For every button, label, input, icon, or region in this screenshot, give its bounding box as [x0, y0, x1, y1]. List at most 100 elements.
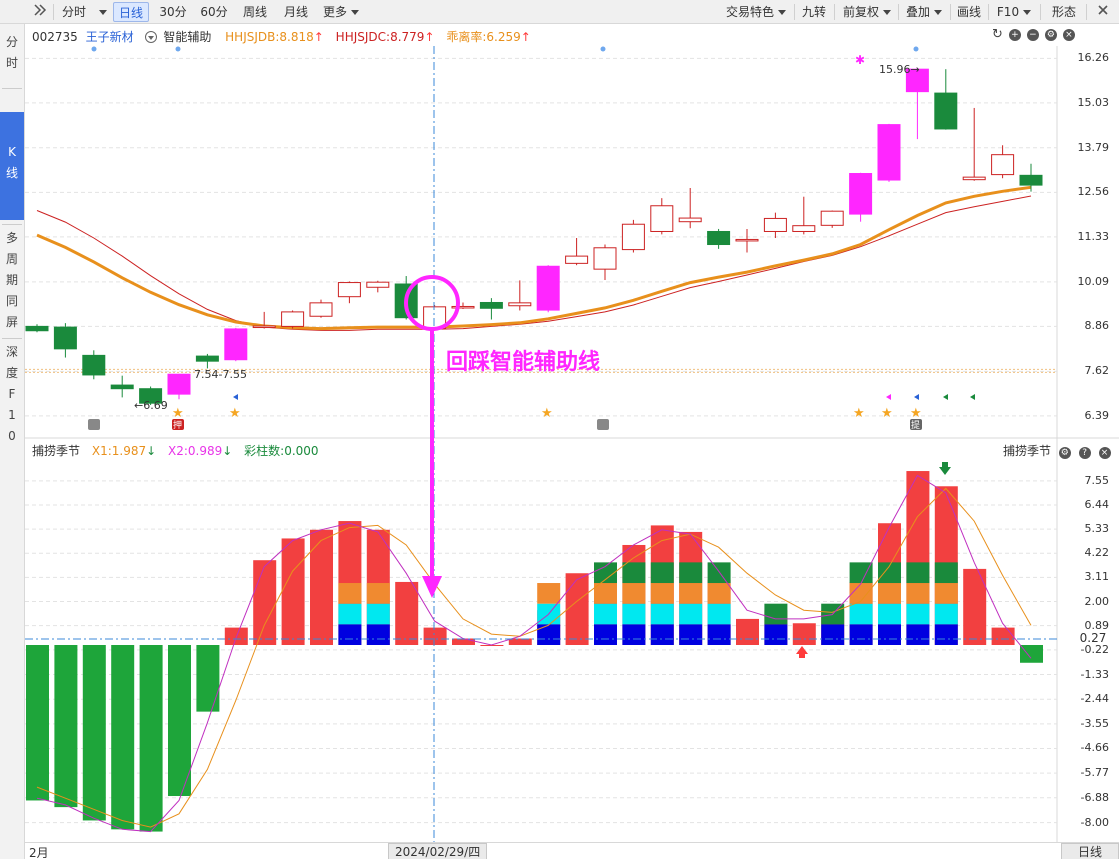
stock-name[interactable]: 王子新材 — [85, 30, 134, 44]
star-icon: ★ — [172, 406, 184, 421]
help-icon[interactable]: ? — [1078, 447, 1091, 459]
macd-bar — [934, 486, 958, 645]
buy-arrow-icon — [796, 646, 808, 658]
macd-color-segment — [707, 583, 731, 604]
candle-body — [934, 92, 958, 130]
macd-bar — [82, 645, 106, 821]
macd-tick-label: 2.00 — [1084, 594, 1110, 608]
flag-icon — [886, 394, 891, 400]
tab-fenshi[interactable]: 分时 — [61, 5, 86, 19]
price-tick-label: 10.09 — [1077, 274, 1110, 288]
macd-color-segment — [878, 583, 901, 604]
macd-color-segment — [338, 624, 362, 645]
candle-body — [991, 154, 1015, 176]
macd-bar — [906, 471, 930, 645]
event-badge-icon — [910, 419, 922, 430]
zoom-out-icon[interactable]: − — [1026, 29, 1039, 41]
macd-color-segment — [906, 562, 930, 584]
macd-bar — [111, 645, 135, 830]
candle-body — [309, 302, 333, 317]
close-icon[interactable] — [1092, 2, 1114, 22]
jiuzhuan-button[interactable]: 九转 — [801, 5, 826, 19]
pattern-button[interactable]: 形态 — [1051, 5, 1076, 19]
tab-60min[interactable]: 60分 — [200, 5, 228, 19]
candle-body — [536, 265, 560, 311]
macd-bar — [168, 645, 191, 797]
down-arrow-icon: ↓ — [146, 444, 157, 458]
macd-bar — [650, 525, 674, 645]
macd-color-segment — [849, 624, 873, 645]
panel-close-icon[interactable]: × — [1098, 447, 1111, 459]
macd-color-segment — [537, 603, 561, 625]
macd-color-segment — [934, 624, 958, 645]
indicator-name[interactable]: 智能辅助 — [163, 30, 212, 44]
macd-color-segment — [849, 562, 873, 584]
macd-tick-label: 3.11 — [1084, 570, 1110, 584]
up-arrow-icon: ↑ — [313, 30, 324, 44]
signal-dot — [91, 46, 97, 52]
macd-bar — [480, 645, 504, 646]
macd-color-segment — [594, 562, 617, 584]
annotation-text: 回踩智能辅助线 — [446, 350, 601, 375]
macd-color-segment — [679, 562, 703, 584]
macd-color-segment — [707, 624, 731, 645]
macd-color-segment — [878, 603, 901, 625]
left-tab-fenshi[interactable]: 分时 — [5, 35, 18, 70]
panel-close-icon[interactable]: × — [1062, 29, 1075, 41]
macd-tick-label: 0.89 — [1084, 618, 1110, 632]
left-tab-multi-period[interactable]: 多周期同屏 — [5, 231, 18, 329]
up-arrow-icon: ↑ — [520, 30, 531, 44]
macd-color-segment — [338, 603, 362, 625]
macd-color-segment — [537, 624, 561, 645]
overlay-dropdown[interactable]: 叠加 — [901, 2, 947, 22]
sub-indicator-name[interactable]: 捕捞季节 — [32, 444, 81, 458]
settings-gear-icon[interactable]: ⚙ — [1058, 447, 1071, 459]
draw-line-button[interactable]: 画线 — [956, 5, 981, 19]
period-label[interactable]: 日线 — [1061, 843, 1119, 859]
candle-body — [252, 325, 276, 329]
range-price-label: 7.54-7.55 — [194, 368, 247, 381]
tab-30min[interactable]: 30分 — [159, 5, 187, 19]
fenshi-dropdown-icon[interactable] — [92, 2, 110, 22]
reset-icon[interactable]: ↻ — [992, 27, 1003, 42]
macd-bar — [764, 610, 788, 645]
macd-color-segment — [650, 603, 674, 625]
macd-tick-label: -5.77 — [1080, 766, 1109, 780]
sub-panel-controls: 捕捞季节 ⚙ ? × — [1003, 442, 1111, 459]
macd-color-segment — [821, 603, 845, 625]
sell-arrow-icon — [939, 462, 951, 475]
sub-indicator-right-label[interactable]: 捕捞季节 — [1003, 444, 1052, 458]
macd-color-segment — [849, 583, 873, 604]
tab-daily[interactable]: 日线 — [113, 2, 149, 22]
candle-body — [366, 281, 390, 288]
macd-bar — [253, 560, 277, 645]
star-icon: ★ — [910, 406, 922, 421]
price-tick-label: 6.39 — [1084, 408, 1110, 422]
settings-gear-icon[interactable]: ⚙ — [1044, 29, 1057, 41]
hhjsjdb-value: HHJSJDB:8.818 — [225, 30, 314, 44]
current-value-label: 0.27 — [1070, 631, 1116, 645]
candle-body — [820, 210, 844, 226]
price-tick-label: 12.56 — [1077, 185, 1110, 199]
more-dropdown[interactable]: 更多 — [318, 2, 364, 22]
indicator-toggle-icon[interactable] — [145, 31, 158, 43]
adjust-dropdown[interactable]: 前复权 — [838, 2, 896, 22]
f10-dropdown[interactable]: F10 — [992, 2, 1036, 22]
sub-info-line: 捕捞季节 X1:1.987↓ X2:0.989↓ 彩柱数:0.000 — [32, 442, 319, 459]
trade-features-dropdown[interactable]: 交易特色 — [720, 2, 792, 22]
candle-body — [167, 373, 191, 395]
candle-body — [962, 176, 986, 181]
tab-monthly[interactable]: 月线 — [283, 5, 308, 19]
star-icon: ★ — [541, 406, 553, 421]
macd-color-segment — [650, 624, 674, 645]
zoom-in-icon[interactable]: + — [1008, 29, 1021, 41]
collapse-toggle-icon[interactable] — [30, 2, 50, 22]
macd-bar — [707, 579, 731, 645]
macd-color-segment — [594, 624, 617, 645]
macd-bar — [565, 573, 589, 645]
tab-weekly[interactable]: 周线 — [242, 5, 267, 19]
